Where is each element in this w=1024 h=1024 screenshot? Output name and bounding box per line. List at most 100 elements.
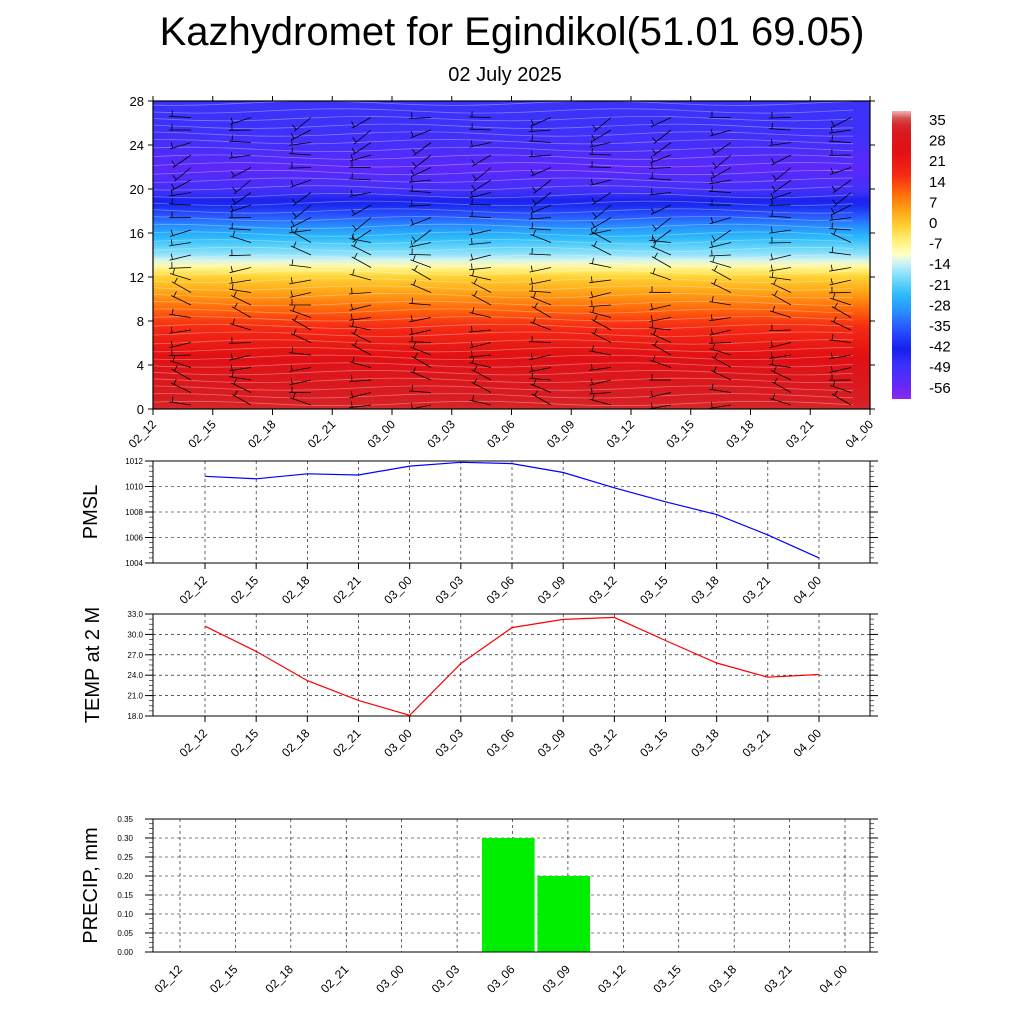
wind-barb [169, 313, 192, 318]
x-tick-label: 04_00 [791, 573, 825, 607]
wind-barb [773, 167, 792, 182]
x-tick-label: 02_12 [152, 962, 186, 996]
y-tick-label: 24 [130, 138, 144, 153]
wind-barb [768, 329, 792, 331]
wind-barb-flag [652, 267, 656, 274]
wind-barb [531, 393, 552, 406]
wind-barb-flag [350, 303, 353, 310]
wind-barb [468, 216, 492, 218]
wind-barb [829, 339, 852, 343]
wind-barb-flag [290, 220, 295, 227]
wind-barb-flag [291, 346, 294, 354]
wind-barb-flag [533, 292, 537, 298]
wind-barb-flag [534, 390, 538, 396]
wind-barb [290, 397, 312, 406]
wind-barb-flag [771, 139, 773, 146]
x-tick-label: 03_00 [373, 962, 407, 996]
wind-barb [709, 404, 732, 409]
wind-barb-flag [292, 305, 296, 312]
temp-2m-chart: 18.0 21.0 24.0 27.0 30.0 33.0 02_12 02_15 02_18 0… [82, 607, 878, 760]
wind-barb [768, 242, 792, 244]
wind-barb [589, 279, 612, 284]
plot-frame [152, 818, 871, 953]
wind-barb-flag [470, 191, 473, 198]
wind-barb-flag [831, 120, 835, 127]
wind-barb-flag [351, 235, 356, 241]
x-tick-label: 03_18 [706, 962, 740, 996]
wind-barb [233, 179, 252, 195]
wind-barb [169, 242, 192, 247]
wind-barb-flag [832, 199, 837, 205]
contour-line [153, 162, 854, 168]
wind-barb [769, 142, 792, 146]
wind-barb [709, 129, 732, 137]
wind-barb [589, 367, 612, 371]
wind-barb-flag [652, 355, 656, 362]
colorbar-label: -42 [929, 339, 951, 356]
wind-barb-flag [830, 365, 833, 372]
wind-barb [289, 367, 312, 372]
wind-barb [649, 392, 672, 398]
wind-barb [711, 370, 732, 381]
contour-line [153, 177, 854, 183]
wind-barb [409, 317, 432, 323]
wind-barb-flag [230, 117, 234, 124]
wind-barb [589, 292, 612, 299]
wind-barb [769, 276, 792, 281]
wind-barb [471, 281, 492, 293]
colorbar-label: -35 [929, 318, 951, 335]
wind-barb-flag [472, 269, 475, 276]
wind-barb [653, 142, 672, 157]
wind-barb-flag [352, 356, 355, 363]
wind-barb [831, 306, 852, 318]
wind-barb [712, 142, 732, 156]
wind-barb [171, 179, 192, 191]
x-tick-label: 03_18 [688, 573, 722, 607]
wind-barb-flag [291, 198, 296, 204]
wind-barb-flag [772, 305, 776, 312]
wind-barb [409, 242, 432, 248]
wind-barb-flag [531, 186, 537, 192]
wind-barb [469, 354, 492, 358]
wind-barb [228, 254, 252, 257]
wind-barb-flag [652, 136, 657, 143]
y-axis-label: PMSL [80, 485, 102, 539]
wind-barb [410, 217, 432, 226]
x-tick-label: 03_12 [586, 573, 620, 607]
wind-barb [591, 319, 612, 331]
x-tick-label: 02_21 [318, 962, 352, 996]
wind-barb [469, 254, 492, 261]
series-line [204, 616, 820, 716]
wind-barb-flag [653, 241, 657, 248]
wind-barb-flag [654, 252, 658, 259]
wind-barb-flag [770, 192, 774, 199]
x-tick-label: 02_15 [185, 417, 219, 451]
x-tick-label: 02_15 [207, 962, 241, 996]
page-title: Kazhydromet for Egindikol(51.01 69.05) [159, 10, 865, 54]
wind-barb-flag [292, 124, 297, 130]
colorbar-label: -7 [929, 236, 942, 253]
contour-line [153, 277, 854, 283]
wind-barb [709, 260, 732, 268]
contour-line [153, 131, 854, 137]
contour-line [153, 354, 854, 360]
wind-barb-flag [770, 226, 773, 233]
x-tick-label: 03_15 [650, 962, 684, 996]
x-tick-label: 02_21 [330, 726, 364, 760]
wind-barb [289, 379, 312, 386]
wind-barb [349, 273, 372, 281]
wind-barb [229, 288, 252, 293]
wind-barb [829, 217, 852, 221]
x-tick-label: 03_15 [637, 726, 671, 760]
wind-barb [529, 378, 552, 381]
wind-barb-flag [294, 315, 298, 321]
wind-barb-flag [771, 358, 774, 365]
wind-barb [351, 332, 372, 343]
wind-barb [168, 115, 192, 118]
wind-barb-flag [531, 125, 533, 132]
series-line [204, 461, 820, 559]
wind-barb [229, 204, 252, 213]
wind-barb [348, 292, 372, 295]
wind-barb [469, 342, 492, 349]
wind-barb [653, 217, 672, 232]
